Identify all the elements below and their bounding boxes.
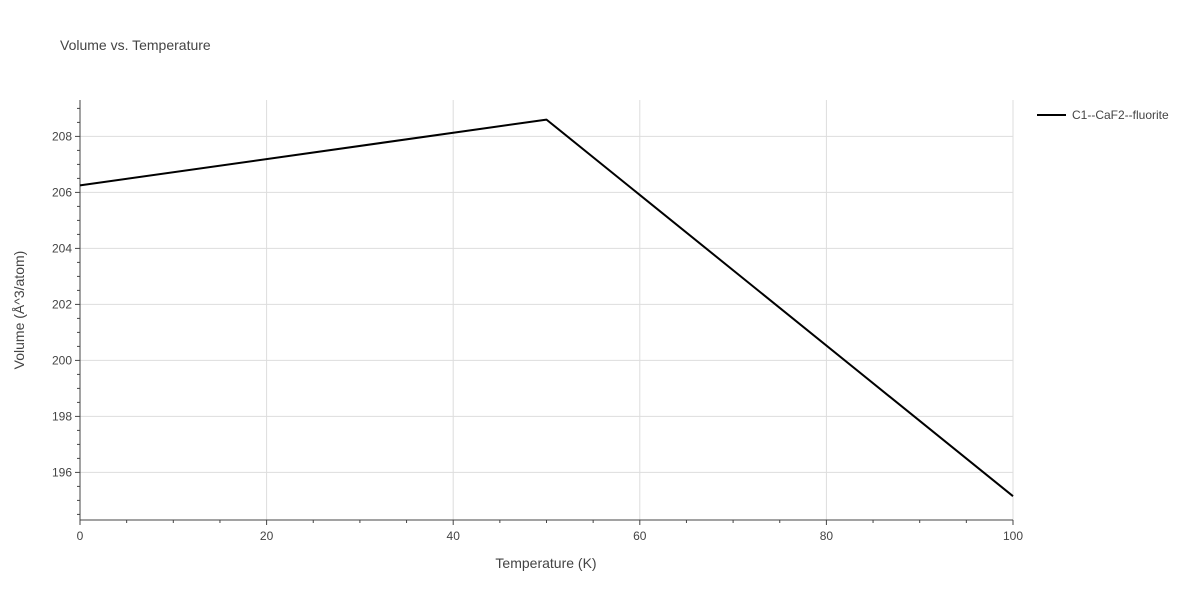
legend-label: C1--CaF2--fluorite [1072, 108, 1169, 122]
series-layer [79, 118, 1014, 497]
y-tick-label: 196 [52, 465, 72, 479]
series-line-0[interactable] [79, 118, 1014, 497]
y-tick-label: 198 [52, 409, 72, 423]
y-tick-label: 204 [52, 241, 72, 255]
y-tick-label: 208 [52, 129, 72, 143]
chart-title: Volume vs. Temperature [60, 37, 211, 53]
y-tick-label: 206 [52, 185, 72, 199]
x-tick-label: 60 [633, 529, 647, 543]
x-tick-label: 80 [820, 529, 834, 543]
legend[interactable]: C1--CaF2--fluorite [1037, 108, 1169, 122]
axes: 0 20 40 60 80 100 196 198 200 202 204 206 208 [52, 100, 1023, 543]
x-axis-title: Temperature (K) [495, 555, 596, 571]
y-tick-label: 202 [52, 297, 72, 311]
x-tick-label: 100 [1003, 529, 1023, 543]
y-tick-label: 200 [52, 353, 72, 367]
grid [80, 100, 1014, 520]
x-tick-label: 0 [77, 529, 84, 543]
y-axis-title: Volume (Å^3/atom) [11, 251, 27, 370]
x-tick-label: 20 [260, 529, 274, 543]
x-tick-label: 40 [447, 529, 461, 543]
